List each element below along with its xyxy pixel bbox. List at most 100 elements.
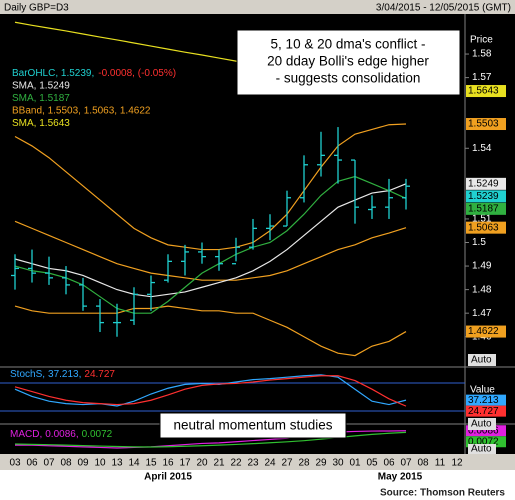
legend-value: 0.0072 (82, 429, 113, 440)
price-marker: 1.5187 (468, 203, 499, 214)
x-tick-label: 08 (60, 458, 72, 469)
annotation-text: neutral momentum studies (173, 418, 332, 433)
value-marker: 0.0072 (468, 436, 499, 447)
y-tick-label: 1.5 (472, 237, 486, 248)
annotation-box (236, 29, 461, 96)
annotation-line: 5, 10 & 20 dma's conflict - (271, 37, 426, 52)
legend-entry: SMA, 1.5643 (12, 118, 70, 129)
legend-entry: BarOHLC, 1.5239, -0.0008, (-0.05%) (12, 68, 176, 79)
legend-label: BarOHLC, 1.5239, (12, 68, 94, 79)
y-axis-label: Price (470, 35, 493, 46)
value-marker: 24.727 (468, 406, 499, 417)
price-marker-bg (466, 118, 506, 131)
y-tick-label: 1.57 (472, 72, 492, 83)
indicator-line (14, 375, 407, 407)
annotation-line: 20 dday Bolli's edge higher (267, 54, 429, 69)
annotation-box (159, 412, 347, 439)
date-range: 3/04/2015 - 12/05/2015 (GMT) (376, 3, 511, 14)
price-marker: 1.5503 (468, 119, 499, 130)
x-tick-label: 22 (230, 458, 242, 469)
header-bar (0, 0, 515, 14)
x-tick-label: 30 (332, 458, 344, 469)
x-tick-label: 23 (247, 458, 259, 469)
value-marker-bg (466, 436, 506, 448)
price-marker-bg (466, 325, 506, 338)
x-tick-label: 07 (43, 458, 55, 469)
y-tick-label: 1.51 (472, 214, 492, 225)
price-marker: 1.5063 (468, 222, 499, 233)
chart-title: Daily GBP=D3 (4, 3, 69, 14)
x-tick-label: 14 (128, 458, 140, 469)
bband-upper (14, 123, 407, 251)
x-tick-label: 24 (264, 458, 276, 469)
price-marker: 1.5643 (468, 86, 499, 97)
legend-entry: BBand, 1.5503, 1.5063, 1.4622 (12, 106, 151, 117)
y-tick-label: 1.48 (472, 284, 492, 295)
y-tick-label: 1.54 (472, 143, 492, 154)
x-tick-label: 29 (315, 458, 327, 469)
y-tick-label: 1.49 (472, 261, 492, 272)
value-marker-bg (466, 405, 506, 417)
y-axis-label: Value (470, 385, 495, 396)
month-label: April 2015 (144, 472, 192, 483)
auto-button[interactable] (468, 418, 496, 430)
bband-lower (14, 305, 407, 357)
price-marker-bg (466, 85, 506, 98)
price-marker: 1.5249 (468, 178, 499, 189)
x-tick-label: 12 (451, 458, 463, 469)
price-marker-bg (466, 177, 506, 190)
legend-value: 37.213, (48, 369, 81, 380)
x-tick-label: 06 (383, 458, 395, 469)
x-tick-label: 27 (281, 458, 293, 469)
price-marker-bg (466, 190, 506, 203)
month-label: May 2015 (378, 472, 423, 483)
price-marker-bg (466, 221, 506, 234)
x-tick-label: 10 (94, 458, 106, 469)
sma-line (14, 183, 407, 298)
x-tick-label: 08 (417, 458, 429, 469)
value-marker-bg (466, 425, 506, 437)
price-marker-bg (466, 202, 506, 215)
auto-label[interactable]: Auto (471, 419, 492, 430)
auto-button[interactable] (468, 444, 496, 454)
value-marker-bg (466, 394, 506, 406)
x-tick-label: 07 (400, 458, 412, 469)
x-tick-label: 28 (298, 458, 310, 469)
annotation-line: - suggests consolidation (276, 71, 421, 86)
y-tick-label: 1.47 (472, 308, 492, 319)
x-tick-label: 17 (179, 458, 191, 469)
legend-change: -0.0008, (-0.05%) (98, 68, 176, 79)
x-tick-label: 13 (111, 458, 123, 469)
value-marker: 37.213 (468, 395, 499, 406)
price-marker: 1.4622 (468, 326, 499, 337)
x-tick-label: 09 (77, 458, 89, 469)
bband-middle (14, 220, 407, 281)
plot-area (11, 21, 410, 449)
x-tick-label: 16 (162, 458, 174, 469)
auto-label[interactable]: Auto (471, 444, 492, 455)
legend-value: 0.0086, (45, 429, 78, 440)
auto-button[interactable] (468, 354, 496, 366)
legend-value: 24.727 (84, 369, 115, 380)
x-tick-label: 01 (349, 458, 361, 469)
indicator-line (14, 374, 407, 407)
x-tick-label: 06 (26, 458, 38, 469)
legend-title: StochS, (10, 369, 45, 380)
legend-entry: SMA, 1.5187 (12, 93, 70, 104)
price-marker: 1.5239 (468, 191, 499, 202)
x-tick-label: 03 (9, 458, 21, 469)
x-tick-label: 11 (435, 458, 446, 469)
x-tick-label: 15 (145, 458, 157, 469)
sma-line (14, 175, 407, 314)
value-axis: 1.581.571.541.511.51.491.481.471.461.564… (465, 49, 506, 448)
x-tick-label: 21 (213, 458, 225, 469)
date-axis-bg (0, 454, 515, 470)
legend-title: MACD, (10, 429, 42, 440)
x-tick-label: 20 (196, 458, 208, 469)
source-note: Source: Thomson Reuters (380, 488, 505, 499)
value-marker: 0.0086 (468, 425, 499, 436)
y-tick-label: 1.58 (472, 49, 492, 60)
legend-entry: MACD, 0.0086, 0.0072 (10, 429, 113, 440)
auto-label[interactable]: Auto (471, 355, 492, 366)
